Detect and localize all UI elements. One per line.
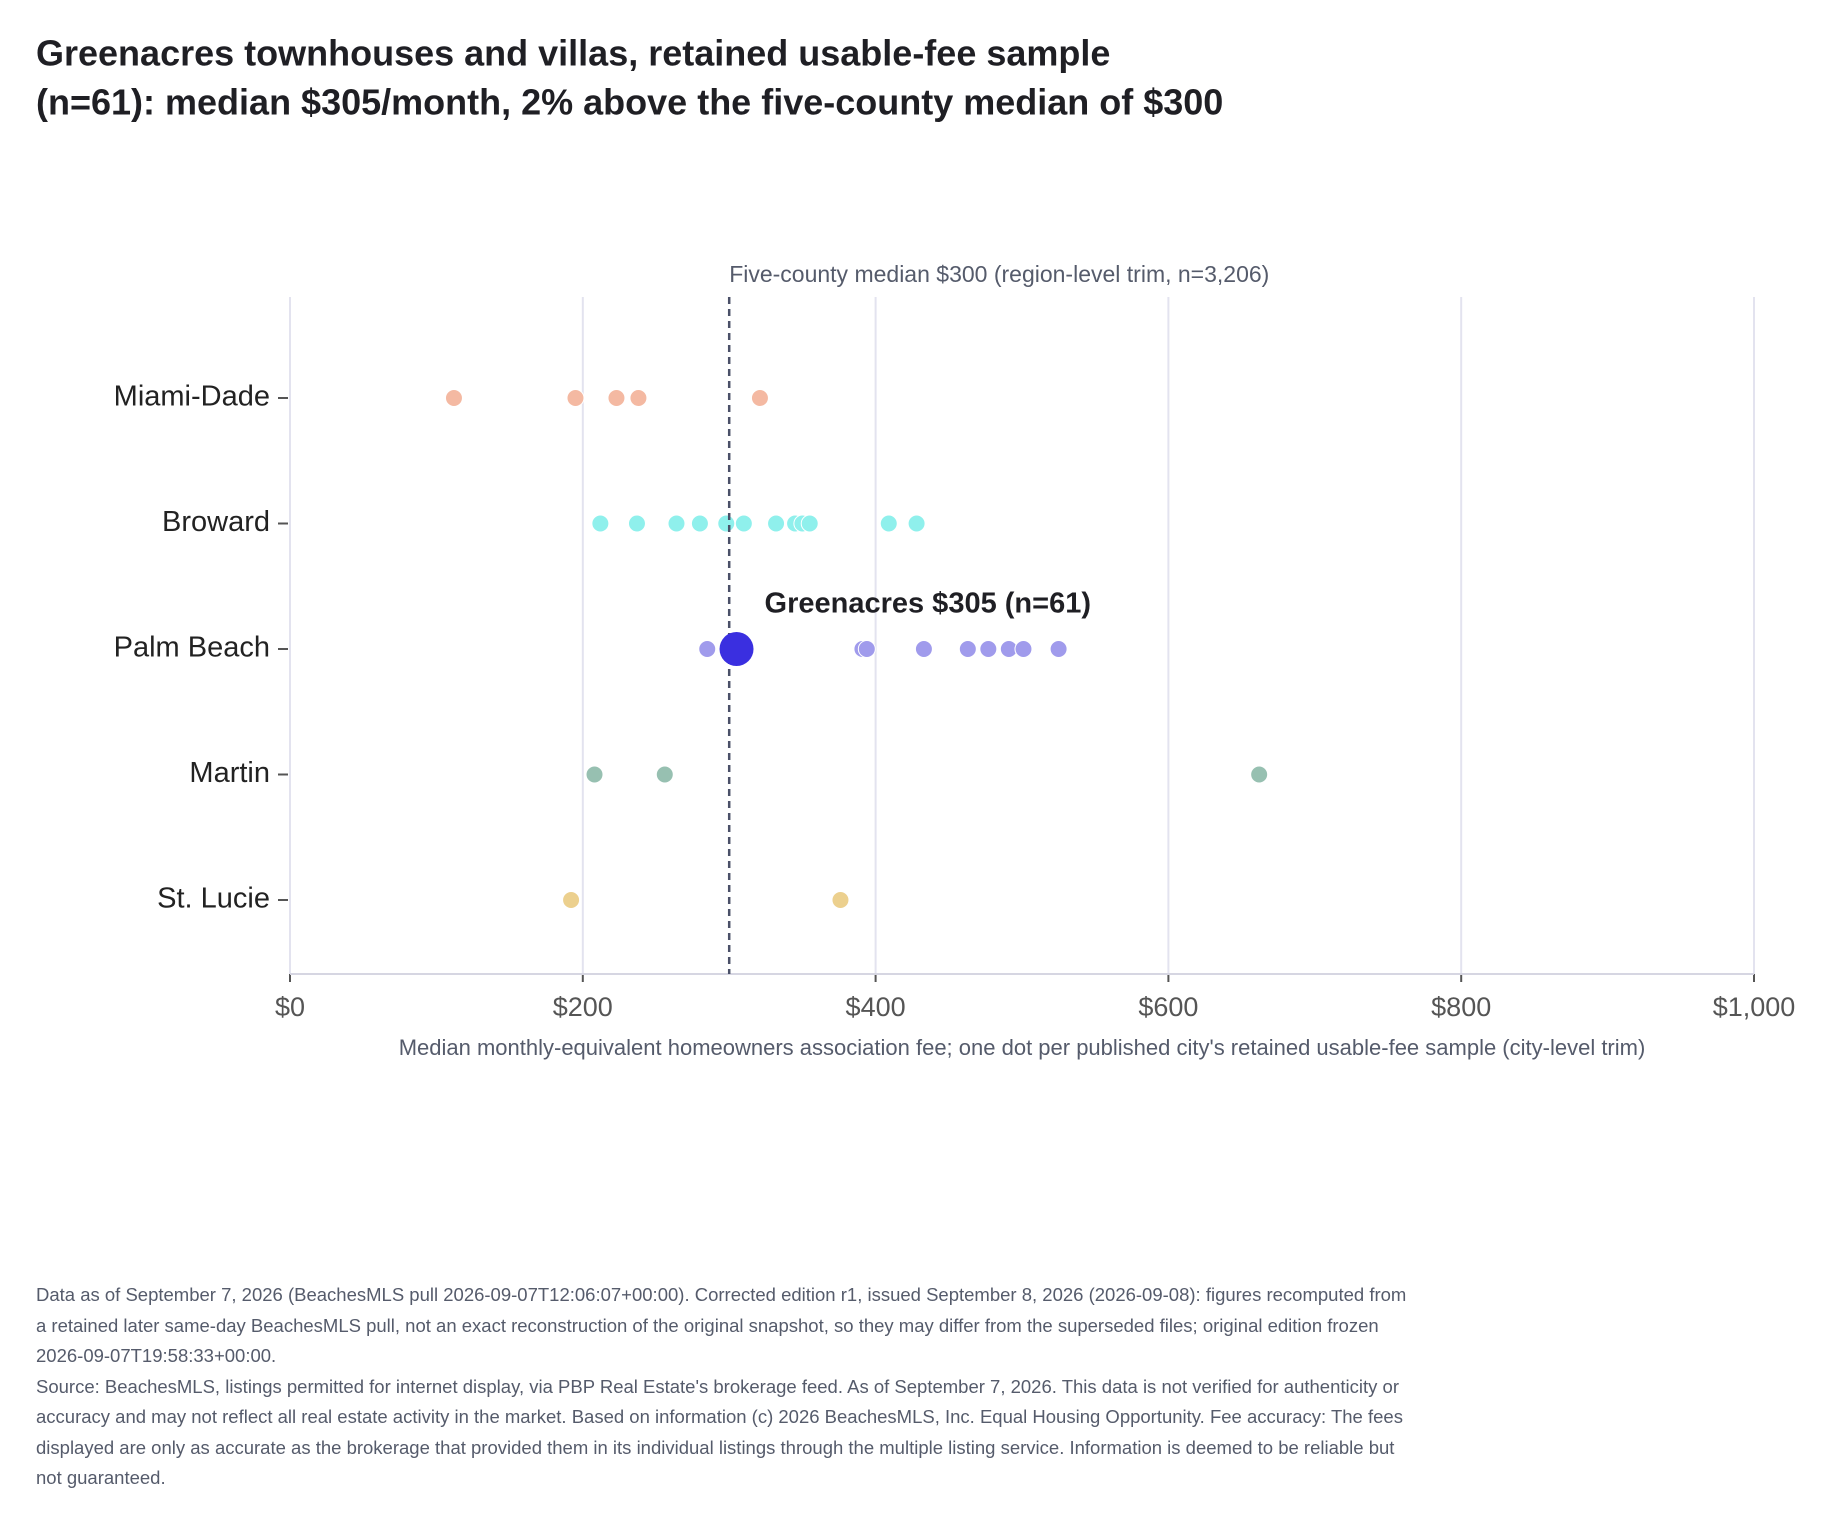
dot — [562, 891, 581, 909]
dot — [629, 389, 648, 407]
x-tick-label: $200 — [553, 992, 613, 1022]
dot — [767, 514, 786, 533]
dot — [979, 640, 998, 658]
chart-title: Greenacres townhouses and villas, retain… — [36, 33, 1110, 74]
footer-source: Source: BeachesMLS, listings permitted f… — [36, 1375, 1403, 1489]
dot — [444, 389, 463, 407]
dot — [627, 514, 646, 533]
dot — [857, 640, 876, 658]
y-tick-label: Broward — [162, 506, 270, 538]
dot — [879, 514, 898, 533]
dot — [690, 514, 709, 533]
dot — [831, 891, 850, 909]
x-tick-label: $600 — [1138, 992, 1198, 1022]
dot — [958, 640, 977, 658]
dot — [800, 514, 819, 533]
dot — [1049, 640, 1068, 658]
dot — [1250, 765, 1269, 784]
dot — [750, 389, 769, 407]
x-tick-label: $800 — [1431, 992, 1491, 1022]
dot — [585, 765, 604, 784]
dot — [591, 514, 610, 533]
x-axis-label: Median monthly-equivalent homeowners ass… — [399, 1035, 1646, 1060]
highlight-dot — [719, 632, 754, 666]
dot — [734, 514, 753, 533]
dot — [667, 514, 686, 533]
x-tick-label: $400 — [846, 992, 906, 1022]
dot — [566, 389, 585, 407]
dot — [655, 765, 674, 784]
x-tick-label: $1,000 — [1713, 992, 1796, 1022]
y-tick-label: St. Lucie — [157, 883, 270, 915]
chart-title: (n=61): median $305/month, 2% above the … — [36, 82, 1223, 123]
dot — [907, 514, 926, 533]
dot — [1014, 640, 1033, 658]
reference-label: Five-county median $300 (region-level tr… — [729, 261, 1269, 287]
highlight-label: Greenacres $305 (n=61) — [765, 588, 1091, 620]
y-tick-label: Miami-Dade — [114, 381, 270, 413]
footer: Data as of September 7, 2026 (BeachesMLS… — [36, 1280, 1408, 1494]
dot — [698, 640, 717, 658]
footer-note: Data as of September 7, 2026 (BeachesMLS… — [36, 1284, 1407, 1366]
dot — [914, 640, 933, 658]
y-tick-label: Martin — [189, 757, 270, 789]
dot — [607, 389, 626, 407]
x-tick-label: $0 — [275, 992, 305, 1022]
dot — [717, 514, 736, 533]
y-tick-label: Palm Beach — [114, 632, 270, 664]
